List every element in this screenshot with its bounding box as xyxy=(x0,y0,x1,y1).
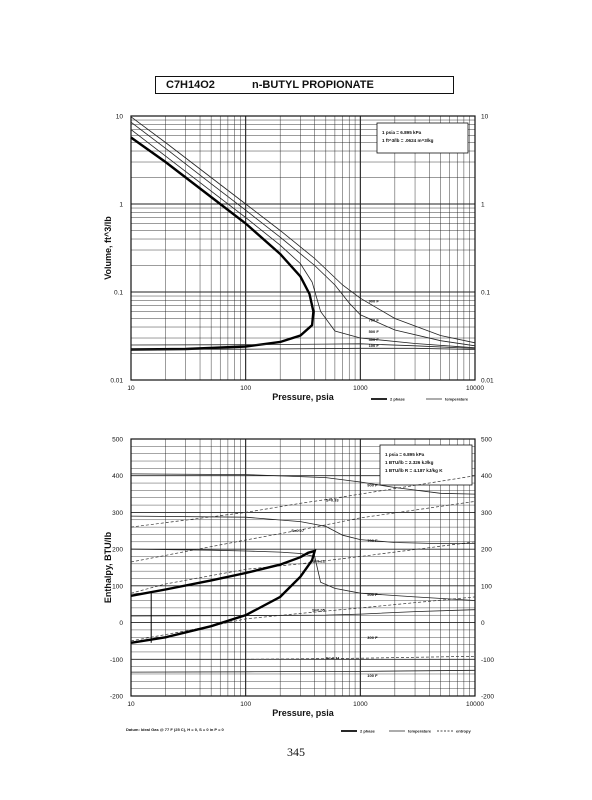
enthalpy-y-tick-label-left: -100 xyxy=(110,657,123,664)
enthalpy-y-axis-label: Enthalpy, BTU/lb xyxy=(103,531,113,603)
volume-x-tick-label: 1000 xyxy=(353,385,368,392)
enthalpy-y-tick-label-right: 0 xyxy=(481,620,485,627)
isotherm-line xyxy=(130,343,476,349)
isotherm-label: 300 F xyxy=(367,635,378,640)
isotherm-line xyxy=(130,609,476,617)
enthalpy-units-note: 1 BTU/lb R = 4.187 kJ/kg K xyxy=(385,468,443,473)
enthalpy-y-tick-label-right: -200 xyxy=(481,694,494,701)
entropy-line xyxy=(130,475,476,528)
isotherm-line xyxy=(130,548,476,601)
enthalpy-plot-frame xyxy=(130,438,476,697)
volume-y-tick-label-left: 0.1 xyxy=(114,290,123,297)
volume-y-tick-label-right: 0.1 xyxy=(481,290,490,297)
isotherm-label: 700 F xyxy=(369,317,380,322)
enthalpy-units-box xyxy=(379,444,473,486)
isotherm-label: 100 F xyxy=(367,673,378,678)
chart-title-box: C7H14O2 n-BUTYL PROPIONATE xyxy=(155,76,454,94)
isotherm-label: 700 F xyxy=(367,538,378,543)
enthalpy-y-tick-label-right: 500 xyxy=(481,437,492,444)
enthalpy-y-tick-label-left: 300 xyxy=(112,510,123,517)
enthalpy-units-note: 1 psia = 6.895 kPa xyxy=(385,452,425,457)
datum-footnote: Datum: Ideal Gas @ 77 F (25 C), H = 0, S… xyxy=(126,727,225,732)
entropy-line xyxy=(131,655,476,660)
enthalpy-x-tick-label: 1000 xyxy=(353,701,368,708)
volume-y-tick-label-left: 1 xyxy=(119,202,123,209)
volume-y-axis-label: Volume, ft^3/lb xyxy=(103,216,113,280)
enthalpy-y-tick-label-right: 400 xyxy=(481,473,492,480)
isotherm-label: 900 F xyxy=(367,483,378,488)
enthalpy-legend-label: entropy xyxy=(456,729,471,734)
isotherm-line xyxy=(130,515,475,544)
enthalpy-x-tick-label: 10000 xyxy=(466,701,484,708)
volume-y-tick-label-right: 10 xyxy=(481,114,489,121)
isotherm-label: 900 F xyxy=(369,299,380,304)
volume-legend-label: temperature xyxy=(445,397,469,402)
entropy-label: S=0.33 xyxy=(326,497,340,502)
volume-x-tick-label: 10 xyxy=(127,385,135,392)
volume-x-tick-label: 100 xyxy=(240,385,251,392)
enthalpy-x-axis-label: Pressure, psia xyxy=(272,708,335,718)
chemical-formula: C7H14O2 xyxy=(166,79,215,91)
isotherm-line xyxy=(130,669,476,673)
isotherm-label: 300 F xyxy=(369,337,380,342)
volume-units-note: 1 ft^3/lb = .0624 m^3/kg xyxy=(382,138,434,143)
isotherm-line xyxy=(130,347,476,350)
entropy-line xyxy=(130,541,476,594)
saturation-dome-curve xyxy=(130,136,315,351)
enthalpy-y-tick-label-right: -100 xyxy=(481,657,494,664)
enthalpy-y-tick-label-right: 200 xyxy=(481,547,492,554)
isotherm-label: 500 F xyxy=(369,329,380,334)
enthalpy-y-tick-label-left: 400 xyxy=(112,473,123,480)
volume-legend-label: 2 phase xyxy=(390,397,406,402)
enthalpy-y-tick-label-left: -200 xyxy=(110,694,123,701)
volume-y-tick-label-right: 0.01 xyxy=(481,378,494,385)
entropy-label: S=0.05 xyxy=(312,608,326,613)
isotherm-line xyxy=(130,116,476,344)
isotherm-line xyxy=(130,473,476,495)
enthalpy-y-tick-label-left: 100 xyxy=(112,583,123,590)
volume-y-tick-label-right: 1 xyxy=(481,202,485,209)
volume-units-box xyxy=(376,122,469,154)
enthalpy-y-tick-label-left: 200 xyxy=(112,547,123,554)
saturation-dome-curve xyxy=(130,549,317,644)
volume-plot-frame xyxy=(130,115,476,381)
enthalpy-y-tick-label-left: 0 xyxy=(119,620,123,627)
enthalpy-units-note: 1 BTU/lb = 2.326 kJ/kg xyxy=(385,460,434,465)
enthalpy-y-tick-label-right: 300 xyxy=(481,510,492,517)
isotherm-label: 100 F xyxy=(369,343,380,348)
volume-x-tick-label: 10000 xyxy=(466,385,484,392)
compound-name: n-BUTYL PROPIONATE xyxy=(252,79,374,91)
isotherm-label: 500 F xyxy=(367,592,378,597)
entropy-label: S=0.21 xyxy=(312,559,326,564)
entropy-line xyxy=(130,501,476,563)
enthalpy-y-tick-label-left: 500 xyxy=(112,437,123,444)
isotherm-line xyxy=(130,121,476,347)
enthalpy-y-tick-label-right: 100 xyxy=(481,583,492,590)
enthalpy-legend-label: 2 phase xyxy=(360,729,376,734)
volume-units-note: 1 psia = 6.895 kPa xyxy=(382,130,422,135)
volume-y-tick-label-left: 10 xyxy=(116,114,124,121)
enthalpy-legend-label: temperature xyxy=(408,729,432,734)
isotherm-line xyxy=(130,129,476,349)
entropy-label: S=-0.11 xyxy=(326,655,341,660)
enthalpy-x-tick-label: 10 xyxy=(127,701,135,708)
enthalpy-x-tick-label: 100 xyxy=(240,701,251,708)
volume-x-axis-label: Pressure, psia xyxy=(272,392,335,402)
page-number: 345 xyxy=(287,745,305,759)
entropy-label: S=0.27 xyxy=(291,528,305,533)
volume-y-tick-label-left: 0.01 xyxy=(110,378,123,385)
